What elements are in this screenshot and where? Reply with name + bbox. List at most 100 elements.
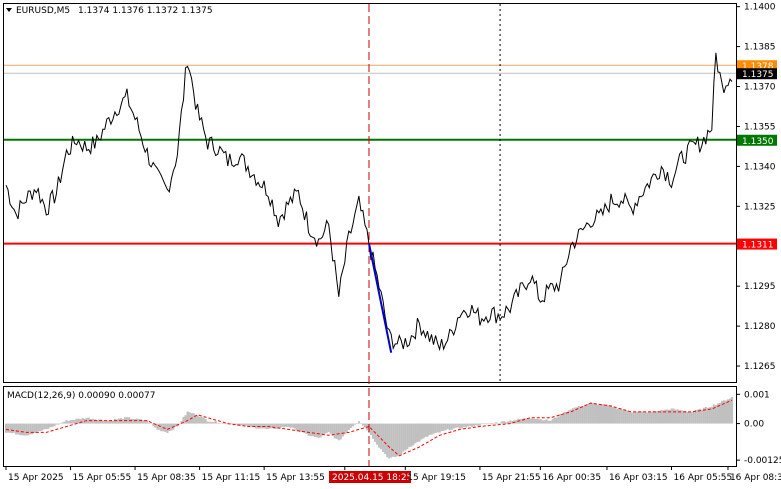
macd-bar — [152, 423, 155, 426]
macd-bar — [49, 423, 52, 428]
macd-bar — [428, 423, 431, 436]
macd-bar — [454, 423, 457, 428]
macd-bar — [553, 417, 556, 424]
price-tick-label: 1.1370 — [744, 83, 776, 93]
macd-bar — [289, 423, 292, 428]
macd-bar — [115, 419, 119, 424]
macd-bar — [281, 423, 284, 427]
macd-bar — [640, 411, 643, 424]
macd-bar — [432, 423, 435, 434]
macd-bar — [359, 423, 363, 425]
macd-bar — [537, 419, 540, 424]
macd-bar — [501, 421, 504, 424]
macd-bar — [81, 417, 84, 424]
macd-bar — [65, 420, 68, 424]
price-tick-label: 1.1325 — [744, 202, 776, 212]
macd-bar — [283, 423, 286, 428]
macd-bar — [388, 423, 391, 459]
macd-bar — [694, 409, 697, 424]
macd-bar — [656, 410, 659, 424]
macd-bar — [511, 421, 514, 424]
macd-bar — [142, 420, 145, 424]
macd-bar — [148, 422, 151, 424]
macd-bar — [541, 420, 544, 424]
macd-bar — [325, 423, 328, 433]
macd-bar — [297, 423, 300, 432]
macd-bar — [593, 403, 596, 424]
macd-bar — [666, 409, 669, 424]
macd-bar — [664, 409, 667, 424]
macd-bar — [107, 420, 110, 424]
macd-bar — [505, 422, 508, 424]
macd-bar — [614, 406, 617, 424]
macd-bar — [696, 409, 699, 424]
macd-bar — [561, 414, 564, 424]
macd-bar — [406, 423, 409, 450]
macd-bar — [97, 419, 100, 424]
macd-bar — [539, 419, 542, 424]
macd-bar — [410, 423, 413, 447]
macd-bar — [5, 423, 8, 433]
macd-bar — [378, 423, 381, 448]
macd-bar — [273, 423, 276, 430]
macd-bar — [339, 423, 342, 440]
macd-bar — [168, 423, 171, 432]
macd-bar — [474, 423, 477, 426]
macd-bar — [414, 423, 417, 444]
time-axis: 15 Apr 2025 15 Apr 05:55 15 Apr 08:35 15 Ap… — [5, 466, 781, 483]
macd-bar — [468, 423, 471, 426]
macd-bar — [130, 418, 133, 424]
time-tick-label: 15 Apr 2025 — [8, 473, 64, 483]
macd-bar — [438, 423, 441, 433]
macd-bar — [529, 418, 532, 424]
macd-bar — [688, 411, 691, 424]
macd-bar — [422, 423, 425, 439]
macd-bar — [731, 397, 734, 424]
macd-bar — [247, 423, 250, 427]
macd-bar — [134, 419, 137, 424]
macd-bar — [646, 412, 649, 424]
macd-bar — [43, 423, 46, 430]
macd-bar — [301, 423, 304, 433]
macd-bar — [103, 421, 106, 424]
macd-bar — [605, 404, 609, 424]
macd-bar — [343, 423, 346, 435]
macd-bar — [287, 423, 290, 427]
macd-bar — [299, 423, 302, 433]
macd-bar — [515, 419, 518, 424]
macd-bar — [569, 409, 572, 424]
macd-bar — [545, 419, 548, 424]
macd-bar — [77, 418, 80, 424]
macd-bar — [277, 423, 280, 428]
macd-bar — [462, 423, 465, 427]
macd-bar — [722, 400, 726, 424]
macd-bar — [180, 421, 183, 424]
macd-bar — [535, 418, 538, 424]
macd-bar — [581, 405, 584, 424]
macd-bar — [376, 423, 379, 445]
macd-bar — [684, 411, 687, 424]
macd-bar — [400, 423, 403, 455]
macd-bar — [47, 423, 50, 429]
macd-bar — [527, 418, 530, 424]
macd-bar — [662, 410, 665, 424]
macd-bar — [212, 421, 215, 424]
macd-bar — [632, 412, 635, 424]
macd-bar — [595, 404, 598, 424]
macd-bar — [642, 411, 645, 424]
macd-bar — [323, 423, 326, 435]
time-tick-label: 15 Apr 13:55 — [266, 473, 325, 483]
macd-bar — [253, 423, 256, 428]
macd-bar — [630, 412, 633, 424]
macd-bar — [111, 420, 114, 424]
macd-bar — [363, 423, 367, 428]
macd-bar — [404, 423, 407, 451]
macd-bar — [347, 423, 350, 431]
macd-bar — [309, 423, 312, 437]
macd-bar — [17, 423, 20, 435]
dropdown-triangle-icon[interactable] — [6, 8, 12, 12]
macd-bar — [398, 423, 401, 456]
macd-bar — [704, 406, 707, 424]
macd-bar — [218, 423, 221, 424]
macd-bar — [261, 423, 264, 429]
